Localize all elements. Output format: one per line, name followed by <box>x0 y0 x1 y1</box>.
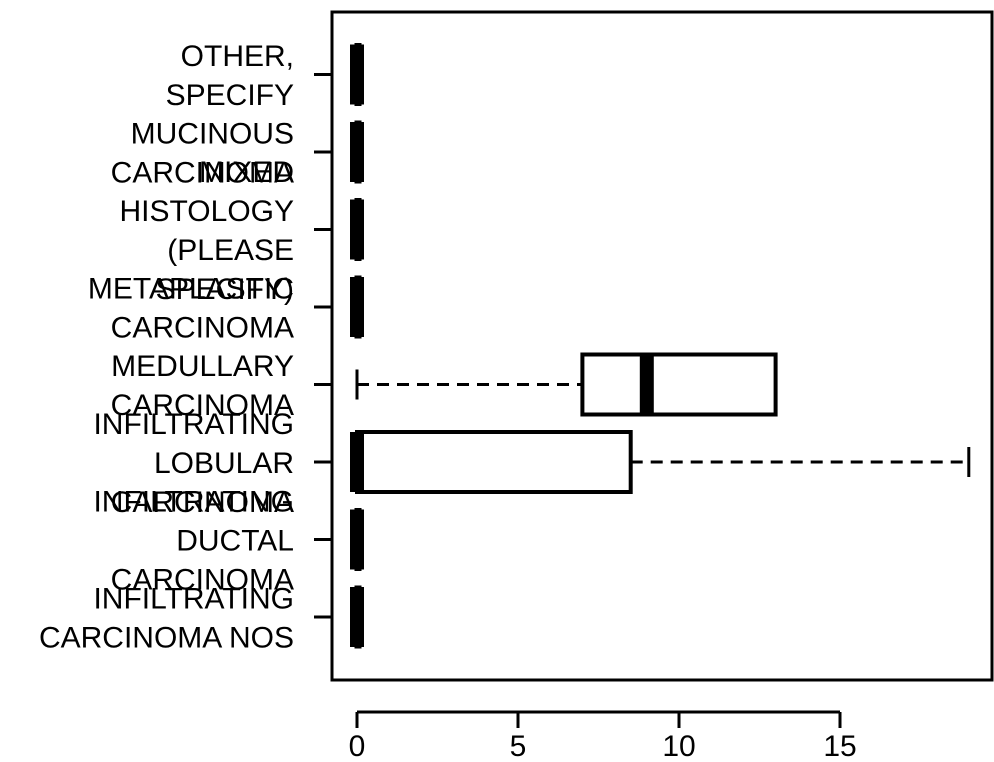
category-label-line: SPECIFY) <box>156 273 294 306</box>
x-axis: 0 5 10 15 <box>349 710 857 762</box>
category-label-line: INFILTRATING <box>93 486 294 519</box>
category-label-line: CARCINOMA <box>111 486 294 519</box>
category-label-line: CARCINOMA <box>111 312 294 345</box>
category-label: MIXED HISTOLOGY (PLEASE SPECIFY) <box>120 156 295 306</box>
category-label: INFILTRATING DUCTAL CARCINOMA <box>93 486 294 597</box>
category-label-line: DUCTAL <box>176 525 294 558</box>
x-tick-label: 15 <box>823 730 856 762</box>
category-label: MUCINOUS CARCINOMA <box>111 118 294 190</box>
category-label-line: OTHER, <box>181 40 294 73</box>
category-label-line: MEDULLARY <box>111 350 294 383</box>
boxplot-item <box>350 120 364 184</box>
boxplot-item <box>350 508 364 571</box>
box-series <box>350 43 971 649</box>
box <box>580 352 778 417</box>
x-tick-label: 5 <box>510 730 527 762</box>
category-label-line: LOBULAR <box>154 447 294 480</box>
boxplot-item <box>350 430 971 494</box>
category-label-line: CARCINOMA <box>111 389 294 422</box>
boxplot-item <box>350 585 364 649</box>
boxplot-item <box>355 352 778 417</box>
category-label-line: METAPLASTIC <box>88 273 294 306</box>
category-label: INFILTRATING CARCINOMA NOS <box>39 583 294 655</box>
category-label-line: CARCINOMA NOS <box>39 622 294 655</box>
category-label-line: CARCINOMA <box>111 157 294 190</box>
boxplot-item <box>350 275 364 339</box>
x-tick-label: 10 <box>662 730 695 762</box>
category-label-line: (PLEASE <box>167 234 294 267</box>
boxplot-item <box>350 43 364 106</box>
category-label: INFILTRATING LOBULAR CARCINOMA <box>93 408 294 519</box>
box <box>355 430 633 494</box>
category-label: OTHER, SPECIFY <box>166 40 294 112</box>
category-label-line: HISTOLOGY <box>120 195 295 228</box>
plot-frame <box>330 10 994 682</box>
category-label: METAPLASTIC CARCINOMA <box>88 273 294 345</box>
boxplot-item <box>350 198 364 261</box>
y-axis: INFILTRATING CARCINOMA NOS INFILTRATING DUC… <box>39 40 332 655</box>
category-label: MEDULLARY CARCINOMA <box>111 350 294 422</box>
category-label-line: MIXED <box>199 156 294 189</box>
category-label-line: INFILTRATING <box>93 583 294 616</box>
category-label-line: SPECIFY <box>166 79 294 112</box>
category-label-line: MUCINOUS <box>131 118 294 151</box>
x-tick-label: 0 <box>349 730 366 762</box>
category-label-line: INFILTRATING <box>93 408 294 441</box>
category-label-line: CARCINOMA <box>111 564 294 597</box>
